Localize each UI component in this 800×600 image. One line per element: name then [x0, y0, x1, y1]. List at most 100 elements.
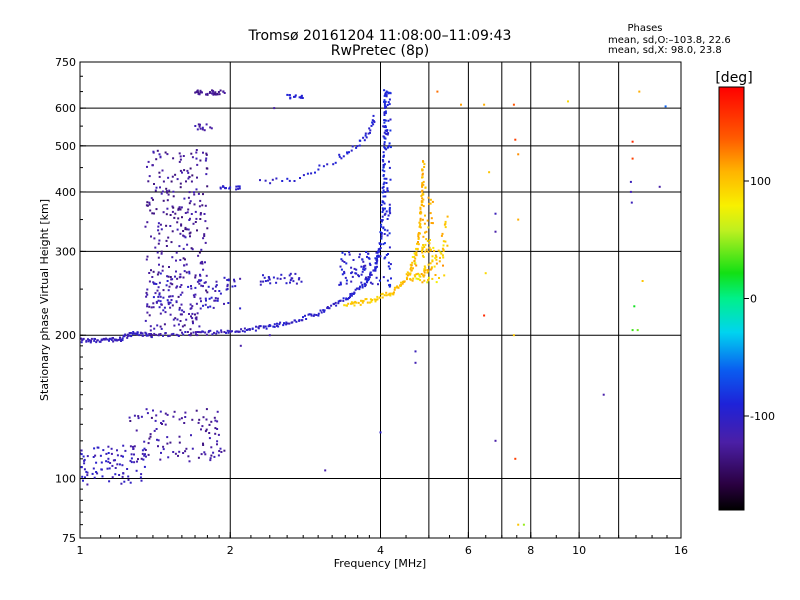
data-point [183, 197, 186, 200]
data-point [351, 271, 354, 274]
data-point [386, 234, 389, 237]
data-point [411, 279, 414, 282]
data-point [352, 259, 355, 261]
data-point [166, 207, 169, 210]
data-point [382, 135, 385, 138]
data-point [133, 461, 136, 464]
data-point [116, 449, 118, 452]
data-point [199, 199, 202, 202]
data-point [86, 455, 89, 458]
data-point [417, 232, 420, 234]
data-point [383, 143, 386, 146]
data-point [435, 255, 438, 258]
data-point [350, 280, 353, 283]
data-point [350, 266, 353, 269]
data-point [419, 217, 422, 220]
data-point [161, 269, 164, 272]
data-point [132, 445, 134, 448]
data-point [111, 464, 114, 467]
data-point [376, 251, 379, 254]
data-point [178, 160, 181, 163]
data-point [201, 204, 204, 207]
data-point [383, 113, 386, 115]
data-point [388, 166, 391, 169]
data-point [362, 260, 365, 263]
data-point [130, 335, 133, 338]
data-point [313, 313, 316, 316]
data-point [262, 274, 264, 277]
data-point [419, 212, 422, 215]
data-point [421, 246, 424, 249]
data-point [80, 453, 83, 456]
data-point [446, 215, 449, 218]
data-point [213, 93, 216, 95]
data-point [194, 125, 197, 127]
data-point [200, 284, 203, 287]
data-point [233, 280, 236, 283]
data-point [90, 339, 93, 342]
data-point [152, 296, 155, 299]
data-point [147, 453, 150, 456]
data-point [190, 285, 192, 287]
data-point [149, 433, 152, 436]
data-point [177, 207, 180, 210]
data-point [135, 429, 138, 432]
data-point [158, 281, 161, 284]
data-point [135, 469, 138, 472]
data-point [417, 238, 420, 240]
data-point [425, 230, 428, 233]
data-point [175, 259, 177, 262]
data-point [484, 272, 487, 275]
data-point [299, 177, 301, 179]
data-point [195, 157, 198, 160]
data-point [205, 123, 208, 126]
colorbar-gradient [719, 87, 744, 510]
data-point [172, 195, 175, 198]
x-tick-label: 2 [227, 544, 234, 557]
data-point [150, 197, 153, 200]
data-point [658, 185, 661, 188]
data-point [302, 174, 305, 177]
data-point [382, 166, 385, 168]
data-point [185, 447, 188, 450]
data-point [419, 232, 421, 235]
data-point [357, 301, 360, 304]
data-point [191, 320, 194, 323]
data-point [361, 301, 364, 304]
data-point [90, 337, 93, 340]
data-point [392, 292, 395, 295]
data-point [388, 103, 391, 106]
data-point [147, 160, 150, 163]
data-point [367, 252, 370, 255]
data-point [194, 331, 197, 334]
data-point [187, 177, 190, 180]
data-point [162, 448, 165, 451]
data-point [80, 449, 83, 452]
data-point [330, 304, 333, 307]
data-point [93, 339, 96, 342]
data-point [167, 236, 170, 239]
data-point [173, 216, 176, 219]
data-point [444, 222, 447, 225]
data-point [219, 292, 222, 295]
data-point [375, 258, 378, 261]
data-point [426, 240, 429, 242]
data-point [310, 314, 313, 317]
data-point [218, 290, 221, 292]
data-point [175, 270, 177, 273]
data-point [349, 293, 352, 295]
data-point [406, 278, 408, 281]
data-point [191, 156, 194, 159]
data-point [419, 223, 422, 225]
data-point [435, 281, 438, 284]
data-point [193, 296, 196, 298]
data-point [210, 127, 213, 130]
data-point [136, 333, 139, 336]
data-point [384, 126, 387, 129]
data-point [188, 191, 191, 194]
data-point [217, 331, 220, 334]
data-point [173, 324, 176, 327]
data-point [382, 164, 385, 167]
chart-subtitle: RwPretec (8p) [331, 43, 429, 59]
phases-x-mode: mean, sd,X: 98.0, 23.8 [608, 45, 722, 56]
